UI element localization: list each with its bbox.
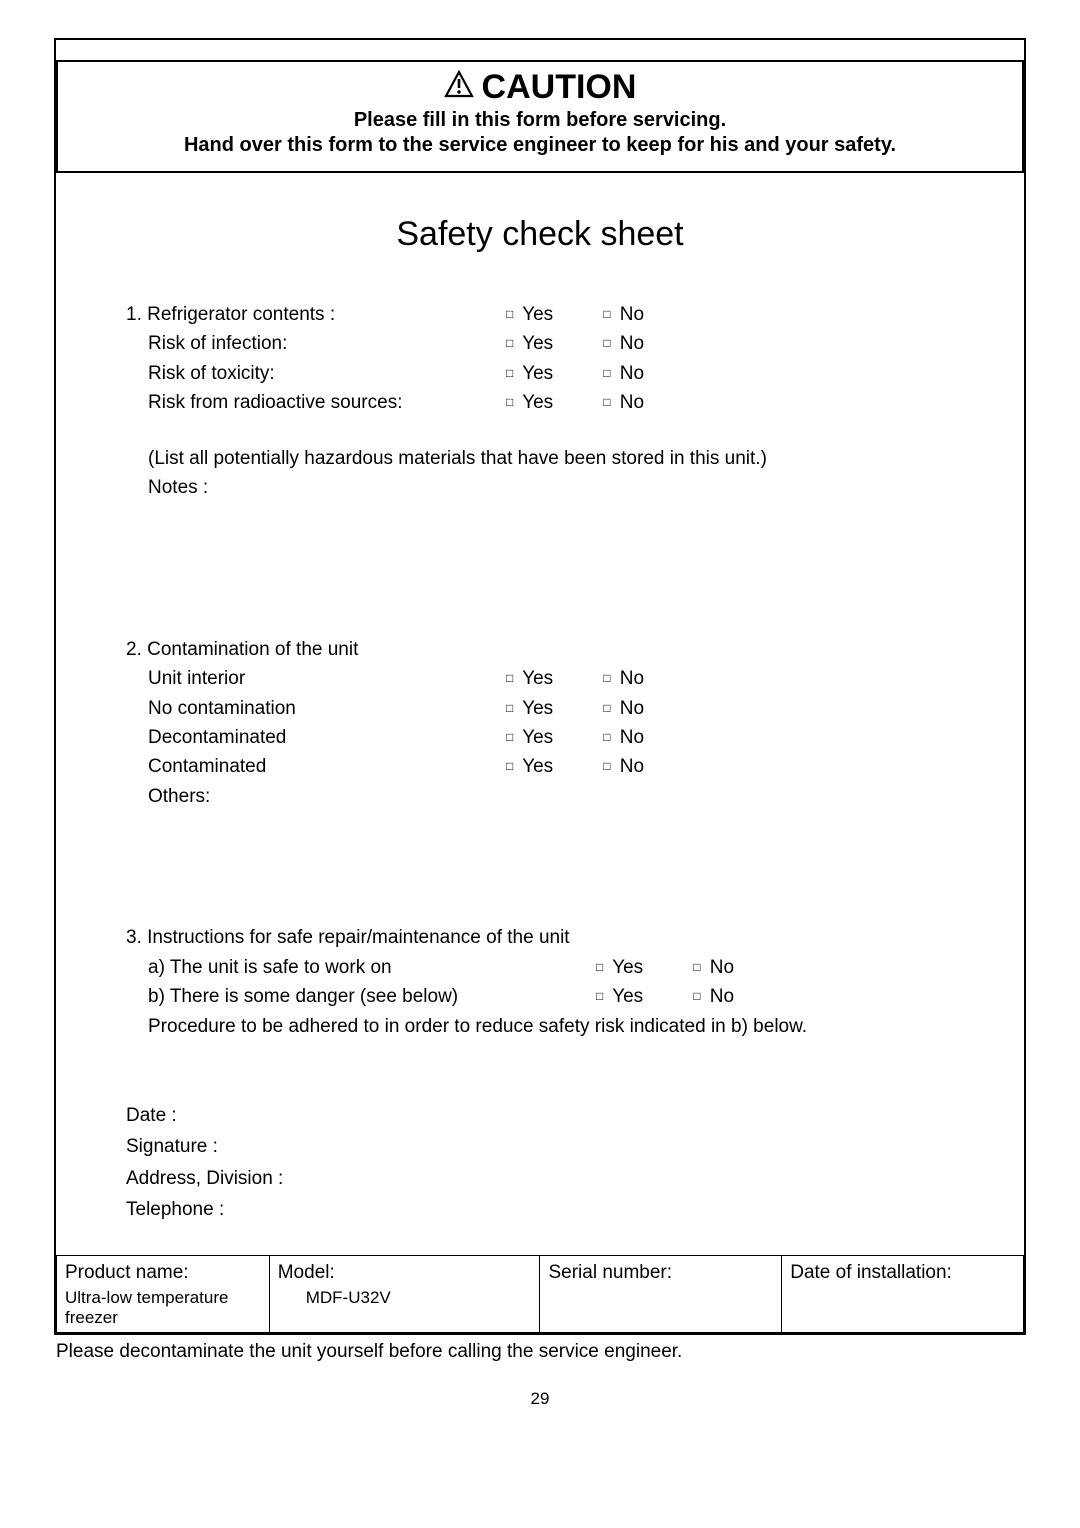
checkbox-yes[interactable]: □ Yes [506,388,553,417]
serial-label: Serial number: [548,1262,773,1284]
product-name-label: Product name: [65,1262,261,1284]
sig-signature: Signature : [126,1132,974,1161]
section-1: 1. Refrigerator contents : □ Yes □ No Ri… [126,300,974,503]
checkbox-no[interactable]: □ No [603,329,644,358]
section-3: 3. Instructions for safe repair/maintena… [126,923,974,1041]
checkbox-yes[interactable]: □ Yes [596,982,643,1011]
s3-proc: Procedure to be adhered to in order to r… [126,1012,974,1041]
s1-notes-label: Notes : [148,473,974,502]
product-name-value: Ultra-low temperature freezer [65,1284,261,1328]
s1-item: Risk of infection: [126,329,506,358]
s2-others: Others: [126,782,506,811]
s1-listnote: (List all potentially hazardous material… [148,444,974,473]
section-2: 2. Contamination of the unit Unit interi… [126,635,974,812]
checkbox-yes[interactable]: □ Yes [506,723,553,752]
caution-sub1: Please fill in this form before servicin… [66,109,1014,132]
checkbox-no[interactable]: □ No [603,752,644,781]
s3-b: b) There is some danger (see below) [126,982,596,1011]
checkbox-no[interactable]: □ No [603,300,644,329]
caution-box: CAUTION Please fill in this form before … [56,60,1024,173]
caution-title: CAUTION [482,68,637,107]
checkbox-no[interactable]: □ No [693,982,734,1011]
signature-block: Date : Signature : Address, Division : T… [126,1101,974,1225]
s2-item: Contaminated [126,752,506,781]
s1-item: Risk of toxicity: [126,359,506,388]
model-label: Model: [278,1262,532,1284]
checkbox-no[interactable]: □ No [603,359,644,388]
checkbox-no[interactable]: □ No [603,694,644,723]
model-value: MDF-U32V [278,1284,532,1308]
sig-telephone: Telephone : [126,1195,974,1224]
caution-sub2: Hand over this form to the service engin… [66,134,1014,157]
caution-title-line: CAUTION [444,68,637,107]
checkbox-no[interactable]: □ No [693,953,734,982]
checkbox-yes[interactable]: □ Yes [506,300,553,329]
sheet-title: Safety check sheet [56,215,1024,254]
checkbox-yes[interactable]: □ Yes [596,953,643,982]
checkbox-no[interactable]: □ No [603,723,644,752]
checkbox-no[interactable]: □ No [603,388,644,417]
checkbox-yes[interactable]: □ Yes [506,359,553,388]
checkbox-no[interactable]: □ No [603,664,644,693]
sig-date: Date : [126,1101,974,1130]
s2-heading: 2. Contamination of the unit [126,635,506,664]
s2-item: No contamination [126,694,506,723]
s1-item: Risk from radioactive sources: [126,388,506,417]
checkbox-yes[interactable]: □ Yes [506,752,553,781]
checkbox-yes[interactable]: □ Yes [506,329,553,358]
sig-address: Address, Division : [126,1164,974,1193]
page-number: 29 [54,1389,1026,1409]
s2-item: Unit interior [126,664,506,693]
checkbox-yes[interactable]: □ Yes [506,664,553,693]
footer-note: Please decontaminate the unit yourself b… [54,1341,1026,1363]
s3-heading: 3. Instructions for safe repair/maintena… [126,923,974,952]
warning-icon [444,68,474,107]
install-date-label: Date of installation: [790,1262,1015,1284]
s1-heading: 1. Refrigerator contents : [126,300,506,329]
s3-a: a) The unit is safe to work on [126,953,596,982]
s2-item: Decontaminated [126,723,506,752]
product-table: Product name: Ultra-low temperature free… [56,1255,1024,1333]
checkbox-yes[interactable]: □ Yes [506,694,553,723]
